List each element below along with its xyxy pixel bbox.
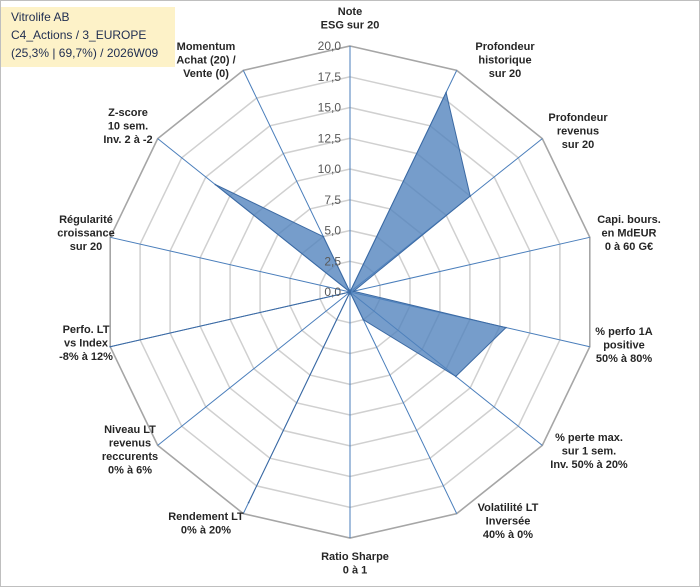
axis-label: Profondeur revenus sur 20	[548, 112, 608, 151]
tick-label: 20,0	[318, 39, 342, 53]
tick-label: 0,0	[324, 285, 341, 299]
series-point	[214, 183, 217, 186]
series-point	[505, 326, 507, 329]
series-point	[352, 290, 355, 293]
series-point	[445, 91, 447, 94]
axis-spoke	[157, 291, 351, 446]
axis-label: Z-score 10 sem. Inv. 2 à -2	[103, 107, 152, 146]
axis-spoke	[110, 236, 351, 293]
company-name: Vitrolife AB	[11, 10, 70, 24]
tick-label: 17,5	[318, 70, 342, 84]
tick-label: 7,5	[324, 193, 341, 207]
series-point	[349, 291, 351, 293]
axis-spoke	[349, 236, 590, 293]
series-point	[469, 195, 472, 197]
axis-label: Momentum Achat (20) / Vente (0)	[176, 41, 235, 80]
axis-label: Niveau LT revenus reccurents 0% à 6%	[102, 424, 158, 477]
tick-label: 2,5	[324, 254, 341, 268]
series-point	[322, 235, 325, 238]
series-point	[247, 501, 250, 504]
radar-axis-labels: Note ESG sur 20 Profondeur historique sur 20…	[57, 6, 661, 577]
axis-spoke	[349, 291, 458, 514]
axis-label: Capi. bours. en MdEUR 0 à 60 G€	[597, 214, 661, 253]
category-label: C4_Actions / 3_EUROPE	[11, 28, 147, 42]
axis-label: % perfo 1A positive 50% à 80%	[595, 326, 653, 365]
axis-label: Perfo. LT vs Index -8% à 12%	[59, 324, 113, 363]
tick-label: 12,5	[318, 131, 342, 145]
series-point	[109, 345, 111, 348]
axis-label: Note ESG sur 20	[321, 6, 380, 32]
axis-label: Profondeur historique sur 20	[475, 41, 535, 80]
axis-label: Rendement LT 0% à 20%	[168, 511, 244, 537]
axis-label: Régularité croissance sur 20	[57, 214, 114, 253]
axis-label: Ratio Sharpe 0 à 1	[321, 551, 389, 577]
series-point	[455, 375, 457, 378]
tick-label: 10,0	[318, 162, 342, 176]
axis-label: Volatilité LT Inversée 40% à 0%	[478, 502, 539, 541]
axis-label: % perte max. sur 1 sem. Inv. 50% à 20%	[550, 432, 628, 471]
tick-label: 5,0	[324, 224, 341, 238]
tick-label: 15,0	[318, 101, 342, 115]
series-point	[362, 318, 365, 321]
chart-title-box: Vitrolife AB C4_Actions / 3_EUROPE (25,3…	[1, 7, 175, 67]
radar-series	[109, 91, 507, 504]
radar-tick-labels: 0,0 2,5 5,0 7,5 10,0 12,5 15,0 17,5 20,0	[318, 39, 342, 299]
details-label: (25,3% | 69,7%) / 2026W09	[11, 46, 159, 60]
